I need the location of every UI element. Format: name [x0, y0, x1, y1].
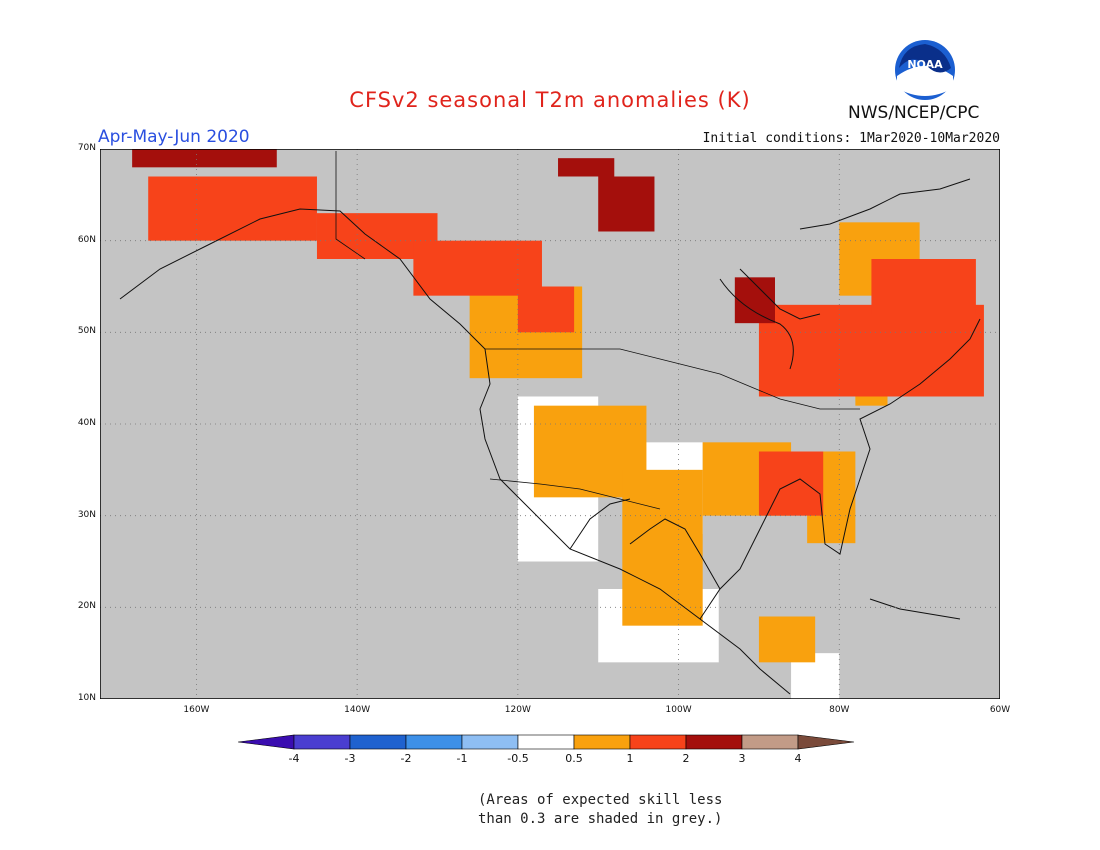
noaa-logo: NOAA [893, 38, 957, 106]
colorbar-label: 3 [739, 752, 746, 765]
longitude-tick-label: 60W [989, 705, 1011, 715]
colorbar-segment [573, 734, 631, 750]
initial-conditions: Initial conditions: 1Mar2020-10Mar2020 [702, 131, 1000, 146]
colorbar-label: -3 [345, 752, 356, 765]
colorbar-label: -0.5 [507, 752, 528, 765]
latitude-tick-label: 30N [77, 509, 96, 520]
colorbar-segment [461, 734, 519, 750]
anomaly-region-anom_1_2 [871, 259, 976, 314]
colorbar-label: -4 [289, 752, 300, 765]
anomaly-region-anom_0p5_1 [758, 616, 816, 663]
colorbar-arrow-right [797, 734, 855, 750]
anomaly-region-anom_0p5_1 [622, 469, 703, 626]
colorbar-segment [517, 734, 575, 750]
anomaly-region-anom_2_3 [734, 277, 775, 324]
latitude-tick-label: 10N [77, 693, 96, 703]
footnote-line-1: (Areas of expected skill less [478, 792, 723, 808]
latitude-tick-label: 20N [77, 601, 96, 612]
colorbar-segment [629, 734, 687, 750]
anomaly-region-anom_2_3 [598, 176, 655, 232]
latitude-tick-label: 40N [77, 418, 96, 428]
longitude-tick-label: 120W [504, 705, 531, 715]
anomaly-map [100, 149, 1000, 699]
colorbar: -4 -3 -2 -1 -0.5 0.5 1 2 3 4 [238, 734, 855, 765]
longitude-tick-label: 160W [183, 705, 210, 715]
latitude-tick-label: 70N [77, 143, 96, 153]
anomaly-region-anom_1_2 [148, 176, 317, 241]
colorbar-segment [349, 734, 407, 750]
colorbar-label: 4 [795, 752, 802, 765]
longitude-tick-label: 80W [829, 705, 850, 715]
colorbar-segment [685, 734, 743, 750]
colorbar-segment [405, 734, 463, 750]
map-gridlines [100, 149, 1000, 699]
footnote-line-2: than 0.3 are shaded in grey.) [478, 811, 723, 827]
chart-title: CFSv2 seasonal T2m anomalies (K) [349, 88, 751, 112]
political-borders [335, 151, 860, 510]
colorbar-arrow-left [238, 734, 295, 750]
colorbar-label: 1 [627, 752, 634, 765]
colorbar-label: 0.5 [565, 752, 583, 765]
longitude-tick-label: 140W [344, 705, 371, 715]
anomaly-region-anom_1_2 [758, 304, 984, 397]
colorbar-segment [741, 734, 799, 750]
anomaly-regions [132, 149, 984, 699]
noaa-logo-text: NOAA [907, 58, 943, 71]
colorbar-label: -1 [457, 752, 468, 765]
latitude-tick-label: 60N [77, 234, 96, 245]
anomaly-region-anom_1_2 [517, 286, 575, 333]
skill-footnote: (Areas of expected skill less than 0.3 a… [478, 791, 722, 829]
anomaly-region-anom_2_3 [132, 149, 277, 168]
anomaly-region-anom_1_2 [413, 240, 542, 296]
anomaly-region-anom_2_3 [558, 158, 615, 177]
colorbar-label: 2 [683, 752, 690, 765]
colorbar-label: -2 [401, 752, 412, 765]
agency-label: NWS/NCEP/CPC [848, 103, 980, 123]
forecast-period: Apr-May-Jun 2020 [98, 127, 250, 147]
longitude-tick-label: 100W [665, 705, 692, 715]
coastlines [119, 178, 981, 695]
colorbar-segment [293, 734, 351, 750]
latitude-tick-label: 50N [77, 326, 96, 337]
